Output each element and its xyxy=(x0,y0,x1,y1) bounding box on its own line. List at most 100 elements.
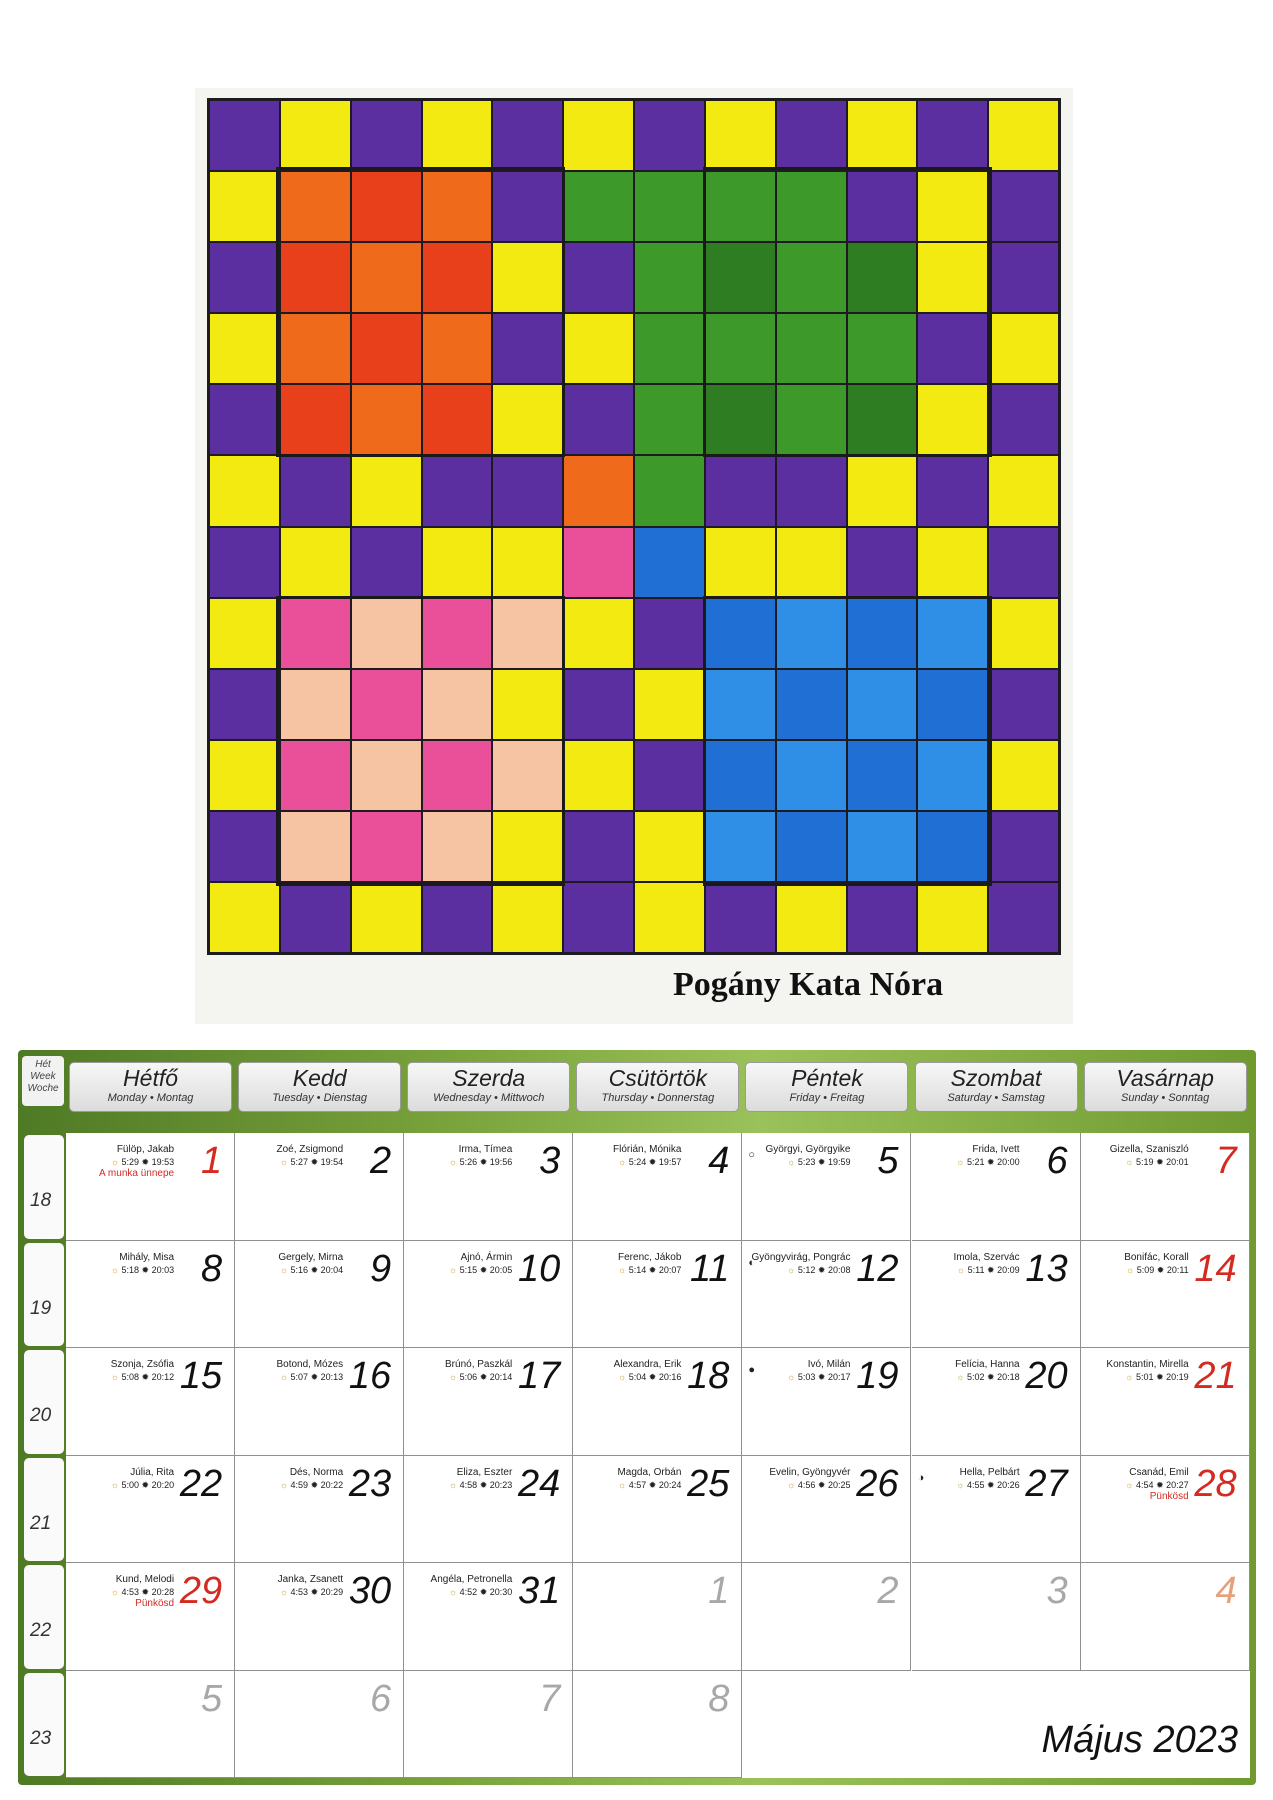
name-days: Ferenc, Jákob ☼ 5:14 ✹ 20:07 xyxy=(618,1252,681,1276)
sunrise-icon: ☼ xyxy=(787,1264,796,1275)
calendar-day: 5 Györgyi, Györgyike ☼ 5:23 ✹ 19:59 ○ xyxy=(742,1133,912,1241)
day-number: 6 xyxy=(370,1677,392,1720)
sun-times: ☼ 5:29 ✹ 19:53 xyxy=(99,1156,174,1168)
name-day-text: Szonja, Zsófia xyxy=(110,1359,175,1370)
grid-cell xyxy=(350,455,422,527)
day-number: 27 xyxy=(1025,1462,1068,1505)
sunrise-time: 4:57 xyxy=(628,1479,647,1490)
sun-times: ☼ 5:16 ✹ 20:04 xyxy=(278,1264,343,1276)
day-number: 1 xyxy=(708,1570,730,1612)
calendar-day: 6 Frida, Ivett ☼ 5:21 ✹ 20:00 xyxy=(911,1133,1081,1241)
sunrise-icon: ☼ xyxy=(279,1157,289,1167)
grid-cell xyxy=(421,455,493,527)
grid-cell xyxy=(421,171,493,243)
calendar-day: 1 Fülöp, Jakab ☼ 5:29 ✹ 19:53 A munka ünnep… xyxy=(66,1133,236,1241)
sunset-time: 20:20 xyxy=(151,1479,175,1490)
sunrise-time: 4:59 xyxy=(290,1479,309,1490)
grid-cell xyxy=(209,100,280,172)
grid-cell xyxy=(350,242,422,314)
sunrise-time: 5:18 xyxy=(121,1264,139,1275)
name-day-text: Alexandra, Erik xyxy=(613,1359,682,1370)
grid-cell xyxy=(421,881,493,953)
name-days: Györgyi, Györgyike ☼ 5:23 ✹ 19:59 xyxy=(765,1144,850,1168)
name-day-text: Janka, Zsanett xyxy=(277,1574,344,1585)
sunset-icon: ✹ xyxy=(310,1587,319,1597)
name-days: Zoé, Zsigmond ☼ 5:27 ✹ 19:54 xyxy=(276,1144,343,1168)
sunrise-icon: ☼ xyxy=(617,1479,627,1490)
grid-cell xyxy=(846,526,918,598)
sunset-time: 20:11 xyxy=(1166,1264,1189,1275)
name-days: Botond, Mózes ☼ 5:07 ✹ 20:13 xyxy=(276,1359,343,1383)
sunset-time: 20:13 xyxy=(320,1372,344,1382)
day-number: 22 xyxy=(179,1462,223,1505)
sunset-time: 20:16 xyxy=(658,1372,682,1382)
name-day-text: Júlia, Rita xyxy=(130,1466,175,1478)
sun-times: ☼ 5:09 ✹ 20:11 xyxy=(1124,1264,1189,1276)
weekday-name: Hétfő xyxy=(123,1065,179,1091)
week-number: 20 xyxy=(24,1350,64,1454)
grid-cell xyxy=(917,597,989,669)
day-number: 16 xyxy=(348,1355,392,1397)
grid-cell xyxy=(563,668,634,740)
week-number: 23 xyxy=(24,1672,64,1776)
grid-cell xyxy=(563,100,634,172)
name-day-text: Csanád, Emil xyxy=(1129,1466,1189,1478)
grid-cell xyxy=(704,526,776,598)
sunrise-icon: ☼ xyxy=(448,1157,458,1167)
grid-cell xyxy=(563,384,634,456)
sunset-icon: ✹ xyxy=(141,1264,150,1275)
sun-times: ☼ 5:19 ✹ 20:01 xyxy=(1110,1156,1188,1168)
moon-phase-icon: ● xyxy=(748,1364,756,1376)
calendar-day: 19 Ivó, Milán ☼ 5:03 ✹ 20:17 ● xyxy=(742,1348,912,1456)
grid-cell xyxy=(209,597,280,669)
calendar-day: 8 xyxy=(573,1670,743,1778)
sunset-icon: ✹ xyxy=(1156,1157,1164,1167)
name-day-text: Evelin, Gyöngyvér xyxy=(769,1466,851,1478)
grid-cell xyxy=(209,384,280,456)
grid-cell xyxy=(988,171,1059,243)
sunset-time: 20:28 xyxy=(151,1587,175,1597)
name-day-text: Gergely, Mirna xyxy=(278,1251,344,1263)
sun-times: ☼ 5:08 ✹ 20:12 xyxy=(111,1371,174,1383)
name-days: Mihály, Misa ☼ 5:18 ✹ 20:03 xyxy=(111,1252,174,1276)
weekday-translation: Tuesday • Dienstag xyxy=(272,1092,368,1104)
sunrise-time: 5:08 xyxy=(121,1372,139,1382)
grid-cell xyxy=(917,526,989,598)
sunrise-icon: ☼ xyxy=(448,1587,458,1597)
month-title: Május 2023 xyxy=(1041,1719,1238,1761)
grid-cell xyxy=(704,171,776,243)
grid-cell xyxy=(350,384,422,456)
name-days: Gizella, Szaniszló ☼ 5:19 ✹ 20:01 xyxy=(1110,1144,1189,1168)
calendar-day: 4 xyxy=(1080,1563,1250,1671)
name-day-text: Hella, Pelbárt xyxy=(959,1466,1020,1478)
grid-cell xyxy=(704,810,776,882)
grid-cell xyxy=(988,739,1059,811)
calendar-day: 23 Dés, Norma ☼ 4:59 ✹ 20:22 xyxy=(235,1455,405,1563)
moon-phase-icon: ○ xyxy=(748,1149,756,1161)
sunrise-time: 5:02 xyxy=(966,1372,985,1382)
grid-cell xyxy=(279,171,351,243)
sunset-icon: ✹ xyxy=(648,1372,657,1382)
grid-cell xyxy=(563,313,634,385)
sun-times: ☼ 5:03 ✹ 20:17 xyxy=(787,1371,850,1383)
name-day-text: Angéla, Petronella xyxy=(430,1574,513,1585)
sunset-time: 20:18 xyxy=(997,1372,1020,1382)
grid-cell xyxy=(988,313,1059,385)
day-number: 2 xyxy=(877,1570,899,1612)
sunrise-icon: ☼ xyxy=(956,1264,966,1275)
grid-cell xyxy=(917,171,989,243)
grid-cell xyxy=(917,313,989,385)
grid-cell xyxy=(704,739,776,811)
sun-times: ☼ 5:00 ✹ 20:20 xyxy=(111,1479,174,1491)
grid-cell xyxy=(421,100,493,172)
grid-cell xyxy=(917,455,989,527)
name-day-text: Magda, Orbán xyxy=(617,1466,682,1478)
sunrise-icon: ☼ xyxy=(110,1264,119,1275)
grid-cell xyxy=(209,810,280,882)
day-number: 31 xyxy=(518,1570,561,1612)
sun-times: ☼ 5:26 ✹ 19:56 xyxy=(449,1156,512,1168)
sunset-icon: ✹ xyxy=(479,1372,488,1382)
sunset-time: 19:53 xyxy=(151,1157,175,1167)
grid-cell xyxy=(421,597,493,669)
day-number: 30 xyxy=(348,1570,392,1612)
